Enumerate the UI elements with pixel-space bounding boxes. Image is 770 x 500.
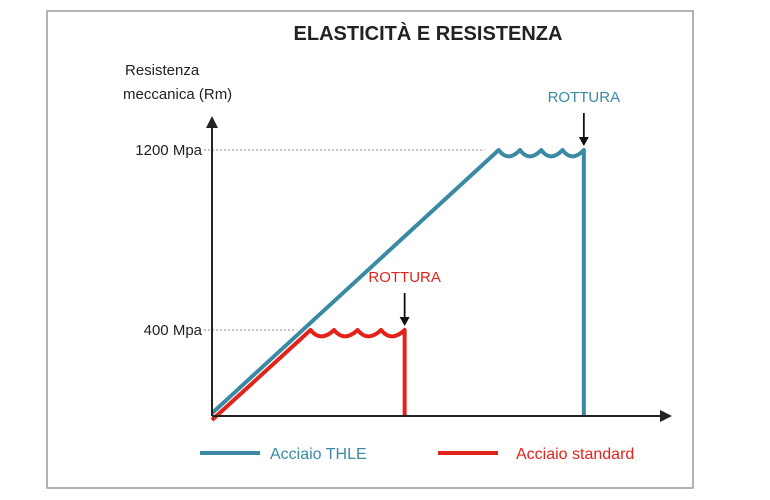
rottura-arrowhead-1 — [399, 317, 410, 326]
y-tick-label-1: 400 Mpa — [144, 322, 203, 339]
guide-lines — [212, 149, 485, 331]
annotations: ROTTURA ROTTURA — [368, 89, 620, 326]
chart-title: ELASTICITÀ E RESISTENZA — [294, 22, 563, 45]
series-line-1 — [210, 328, 407, 422]
series-line-0 — [210, 148, 586, 416]
legend-label-0: Acciaio THLE — [270, 446, 367, 463]
y-axis-label-line-1: Resistenza — [125, 62, 200, 79]
y-ticks: 1200 Mpa 400 Mpa — [135, 142, 212, 339]
axes — [206, 116, 672, 422]
y-axis-label-line-2: meccanica (Rm) — [123, 86, 232, 103]
legend: Acciaio THLE Acciaio standard — [200, 446, 634, 463]
y-axis-arrow — [206, 116, 218, 128]
rottura-label-0: ROTTURA — [548, 89, 621, 106]
series-layer — [210, 148, 586, 422]
rottura-label-1: ROTTURA — [368, 269, 441, 286]
y-tick-label-0: 1200 Mpa — [135, 142, 202, 159]
rottura-arrowhead-0 — [578, 137, 589, 146]
legend-label-1: Acciaio standard — [516, 446, 634, 463]
x-axis-arrow — [660, 410, 672, 422]
